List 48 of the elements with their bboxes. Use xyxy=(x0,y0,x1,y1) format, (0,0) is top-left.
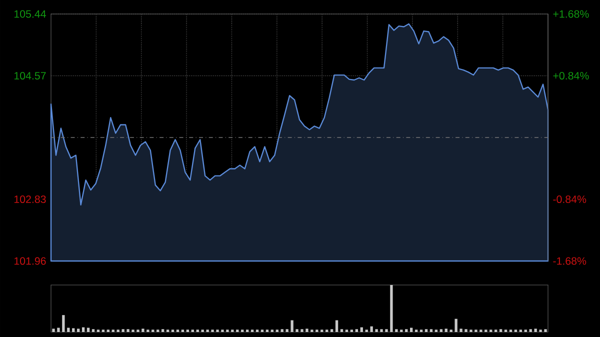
y-tick-label: 105.44 xyxy=(14,10,46,18)
bar xyxy=(290,320,294,332)
bar xyxy=(440,329,442,332)
bar xyxy=(405,329,408,332)
bar xyxy=(534,328,537,332)
bar xyxy=(92,329,95,332)
y-tick-label: 101.96 xyxy=(14,257,46,265)
bar xyxy=(460,328,462,332)
y2-tick-label: +0.84% xyxy=(553,72,589,80)
y-tick-label: 104.57 xyxy=(14,72,46,80)
y-tick-label: 102.83 xyxy=(14,195,46,204)
bar xyxy=(52,328,55,332)
bar xyxy=(82,327,85,332)
bar xyxy=(126,329,130,332)
bar xyxy=(395,329,398,332)
bar xyxy=(72,328,75,332)
y2-tick-label: -1.68% xyxy=(553,257,586,265)
bar xyxy=(444,328,448,332)
bar xyxy=(370,326,373,332)
bar xyxy=(286,329,288,332)
bar xyxy=(380,329,383,332)
bar xyxy=(424,329,428,332)
bar xyxy=(161,329,164,332)
y2-tick-label: -0.84% xyxy=(553,195,586,204)
bar xyxy=(57,328,60,332)
bar xyxy=(385,329,388,332)
bar xyxy=(62,315,65,332)
bar xyxy=(300,329,304,332)
bar xyxy=(390,284,393,332)
bar xyxy=(464,329,468,332)
bar xyxy=(375,329,378,332)
bar xyxy=(280,329,284,332)
bar xyxy=(306,328,308,332)
bar xyxy=(335,320,338,332)
bar xyxy=(544,329,547,332)
bar xyxy=(454,318,458,332)
bar xyxy=(122,329,124,332)
bar xyxy=(330,329,334,332)
bar xyxy=(355,329,358,332)
bar xyxy=(340,329,344,332)
bar xyxy=(430,329,433,332)
bar xyxy=(529,329,532,332)
y2-tick-label: +1.68% xyxy=(553,10,589,18)
bar xyxy=(296,329,298,332)
bar xyxy=(499,329,502,332)
bar xyxy=(360,327,363,332)
bar xyxy=(77,328,80,332)
bar xyxy=(142,328,144,332)
